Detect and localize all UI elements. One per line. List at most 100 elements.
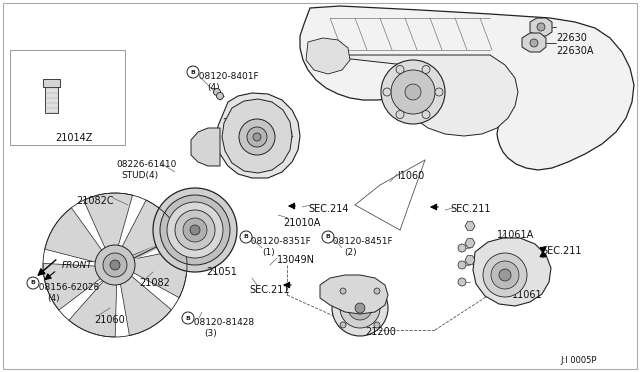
Circle shape (103, 253, 127, 277)
Text: B: B (191, 70, 195, 74)
Circle shape (422, 65, 430, 74)
Text: (1): (1) (262, 248, 275, 257)
Text: 21010: 21010 (222, 118, 253, 128)
FancyBboxPatch shape (3, 3, 637, 369)
Text: (2): (2) (344, 248, 356, 257)
Text: SEC.211: SEC.211 (249, 285, 289, 295)
Text: 21082C: 21082C (76, 196, 114, 206)
Text: 11061A: 11061A (497, 230, 534, 240)
Text: 08226-61410: 08226-61410 (116, 160, 177, 169)
Circle shape (322, 231, 334, 243)
Circle shape (214, 89, 221, 96)
Circle shape (381, 60, 445, 124)
Text: J:I 0005P: J:I 0005P (560, 356, 596, 365)
Text: 21014: 21014 (263, 131, 294, 141)
Polygon shape (120, 275, 172, 336)
Polygon shape (69, 280, 116, 337)
Text: 22630: 22630 (556, 33, 587, 43)
Text: 22630A: 22630A (556, 46, 593, 56)
Text: 21014Z: 21014Z (55, 133, 92, 143)
Polygon shape (222, 99, 292, 173)
Polygon shape (473, 238, 551, 306)
Circle shape (530, 39, 538, 47)
Text: B: B (31, 280, 35, 285)
Circle shape (183, 218, 207, 242)
Polygon shape (465, 222, 475, 230)
Circle shape (187, 66, 199, 78)
Circle shape (355, 303, 365, 313)
Text: 08120-8451F: 08120-8451F (327, 237, 392, 246)
Text: STUD(4): STUD(4) (121, 171, 158, 180)
Polygon shape (43, 263, 102, 310)
Circle shape (391, 70, 435, 114)
Text: l1060: l1060 (397, 171, 424, 181)
Circle shape (160, 195, 230, 265)
Polygon shape (530, 18, 552, 36)
Circle shape (458, 278, 466, 286)
Text: 21010A: 21010A (283, 218, 321, 228)
Circle shape (383, 88, 391, 96)
Polygon shape (122, 200, 180, 256)
Text: FRONT: FRONT (62, 261, 93, 270)
Circle shape (240, 231, 252, 243)
Circle shape (167, 202, 223, 258)
Circle shape (499, 269, 511, 281)
Text: (4): (4) (47, 294, 60, 303)
Polygon shape (300, 6, 634, 170)
Circle shape (239, 119, 275, 155)
Circle shape (340, 288, 380, 328)
Polygon shape (217, 93, 300, 178)
Polygon shape (191, 128, 220, 166)
Circle shape (374, 288, 380, 294)
Circle shape (110, 260, 120, 270)
Polygon shape (465, 256, 475, 264)
FancyBboxPatch shape (10, 50, 125, 145)
Circle shape (332, 280, 388, 336)
Circle shape (458, 244, 466, 252)
Circle shape (483, 253, 527, 297)
Polygon shape (522, 33, 546, 52)
Text: (3): (3) (204, 329, 217, 338)
Circle shape (253, 133, 261, 141)
Text: B: B (244, 234, 248, 240)
Circle shape (435, 88, 443, 96)
Circle shape (340, 322, 346, 328)
Polygon shape (43, 79, 60, 87)
Circle shape (190, 225, 200, 235)
Text: 21200: 21200 (365, 327, 396, 337)
Circle shape (340, 288, 346, 294)
Text: SEC.214: SEC.214 (308, 204, 349, 214)
Circle shape (175, 210, 215, 250)
Circle shape (348, 296, 372, 320)
Polygon shape (465, 239, 475, 247)
Polygon shape (315, 55, 518, 136)
Text: 13049N: 13049N (277, 255, 315, 265)
Circle shape (182, 312, 194, 324)
Circle shape (153, 188, 237, 272)
Text: 08120-81428: 08120-81428 (188, 318, 254, 327)
Circle shape (458, 261, 466, 269)
Circle shape (396, 65, 404, 74)
Polygon shape (320, 275, 388, 314)
Text: 08156-62028: 08156-62028 (33, 283, 99, 292)
Text: B: B (186, 315, 191, 321)
Text: 08120-8401F: 08120-8401F (193, 72, 259, 81)
Circle shape (491, 261, 519, 289)
Polygon shape (45, 208, 103, 263)
Text: 21060: 21060 (94, 315, 125, 325)
Circle shape (216, 93, 223, 99)
Polygon shape (306, 38, 350, 74)
Text: B: B (326, 234, 330, 240)
Circle shape (405, 84, 421, 100)
Text: 21051: 21051 (206, 267, 237, 277)
Text: 08120-8351F: 08120-8351F (245, 237, 311, 246)
Text: 11061: 11061 (512, 290, 543, 300)
Circle shape (422, 110, 430, 119)
Text: SEC.211: SEC.211 (541, 246, 582, 256)
Circle shape (27, 277, 39, 289)
Circle shape (247, 127, 267, 147)
Text: 21082: 21082 (139, 278, 170, 288)
Circle shape (537, 23, 545, 31)
Text: (4): (4) (207, 83, 220, 92)
Circle shape (374, 322, 380, 328)
